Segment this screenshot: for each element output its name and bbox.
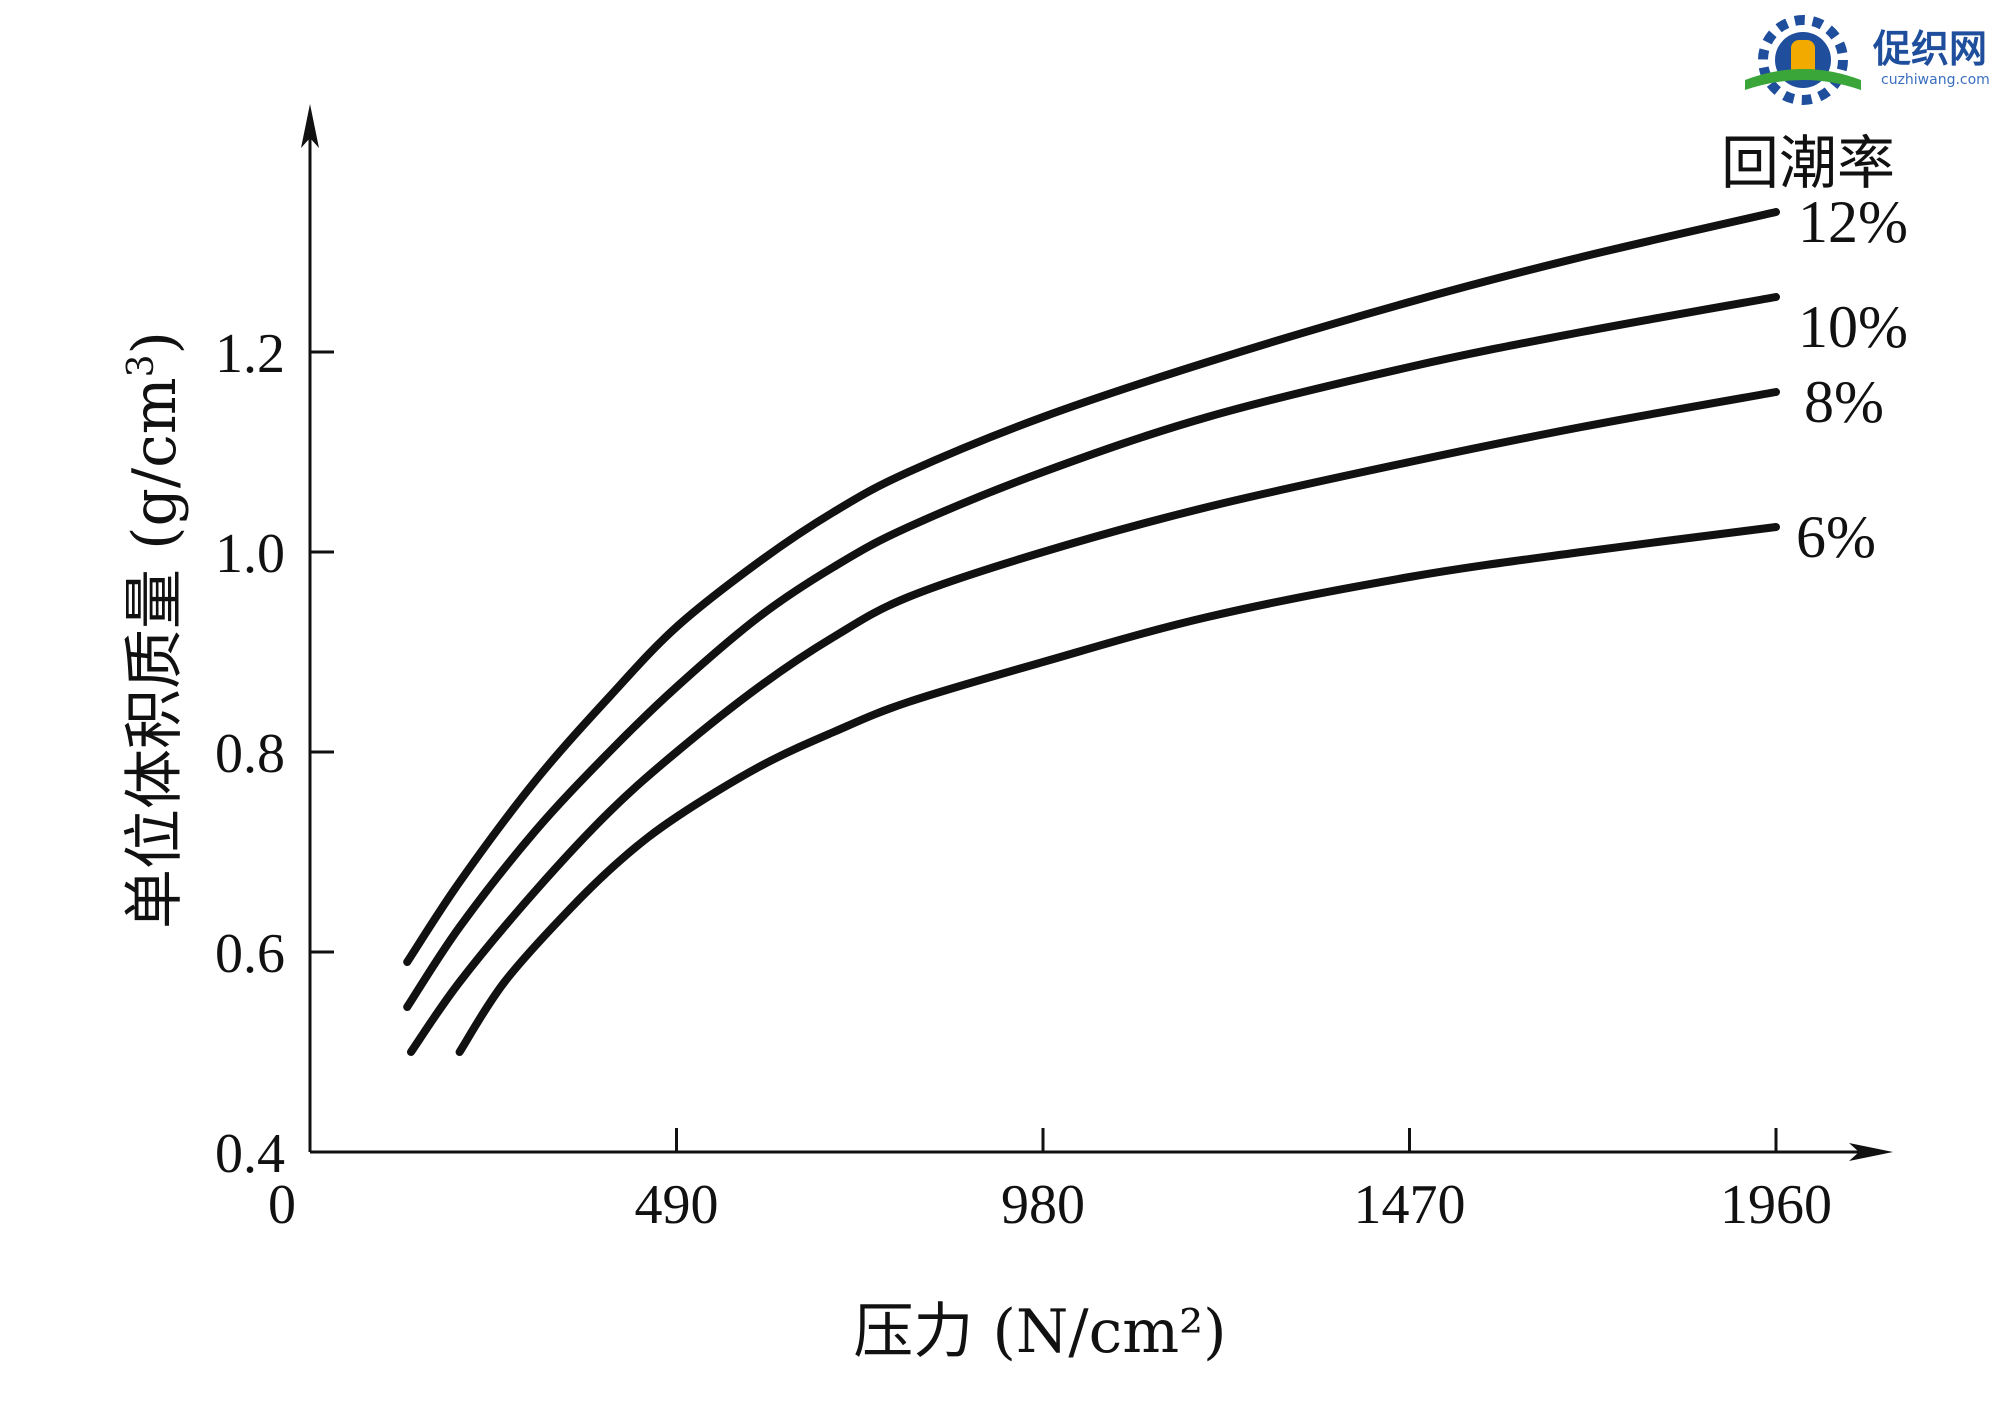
x-axis-title: 压力 (N/cm²) (853, 1297, 1226, 1367)
y-ticks: 0.4 0.6 0.8 1.0 1.2 (215, 323, 334, 1185)
origin-label: 0 (268, 1174, 296, 1236)
y-tick-label: 1.2 (215, 323, 285, 385)
watermark-logo: 促织网 cuzhiwang.com (1745, 15, 1990, 105)
y-tick-label: 0.6 (215, 923, 285, 985)
x-axis-arrow (1849, 1143, 1893, 1161)
series-label: 6% (1796, 504, 1876, 570)
series-line-12pct (403, 208, 1780, 966)
x-tick-label: 1960 (1720, 1174, 1832, 1236)
x-tick-label: 1470 (1354, 1174, 1466, 1236)
y-tick-label: 1.0 (215, 523, 285, 585)
y-axis-title-main: 单位体积质量 (g/cm (120, 377, 190, 929)
series-label: 12% (1798, 189, 1908, 255)
series-line-8pct (407, 388, 1780, 1056)
y-axis-arrow (301, 104, 319, 148)
x-tick-label: 490 (635, 1174, 719, 1236)
x-ticks: 490 980 1470 1960 (635, 1128, 1832, 1236)
y-axis-title: 单位体积质量 (g/cm3) (120, 331, 190, 929)
series-line-10pct (403, 293, 1780, 1011)
x-tick-label: 980 (1001, 1174, 1085, 1236)
watermark-domain: cuzhiwang.com (1881, 72, 1990, 88)
y-axis-title-close: ) (120, 331, 190, 354)
series-label: 10% (1798, 294, 1908, 360)
watermark-brand: 促织网 (1872, 27, 1987, 71)
series-line-6pct (455, 523, 1780, 1056)
axes (301, 104, 1893, 1161)
series-label: 8% (1804, 369, 1884, 435)
legend-title: 回潮率 (1721, 129, 1895, 197)
y-tick-label: 0.8 (215, 723, 285, 785)
y-axis-title-sup: 3 (121, 354, 162, 377)
gear-icon (1745, 15, 1861, 105)
series-group: 12% 10% 8% 6% (403, 189, 1908, 1056)
y-tick-label: 0.4 (215, 1123, 285, 1185)
